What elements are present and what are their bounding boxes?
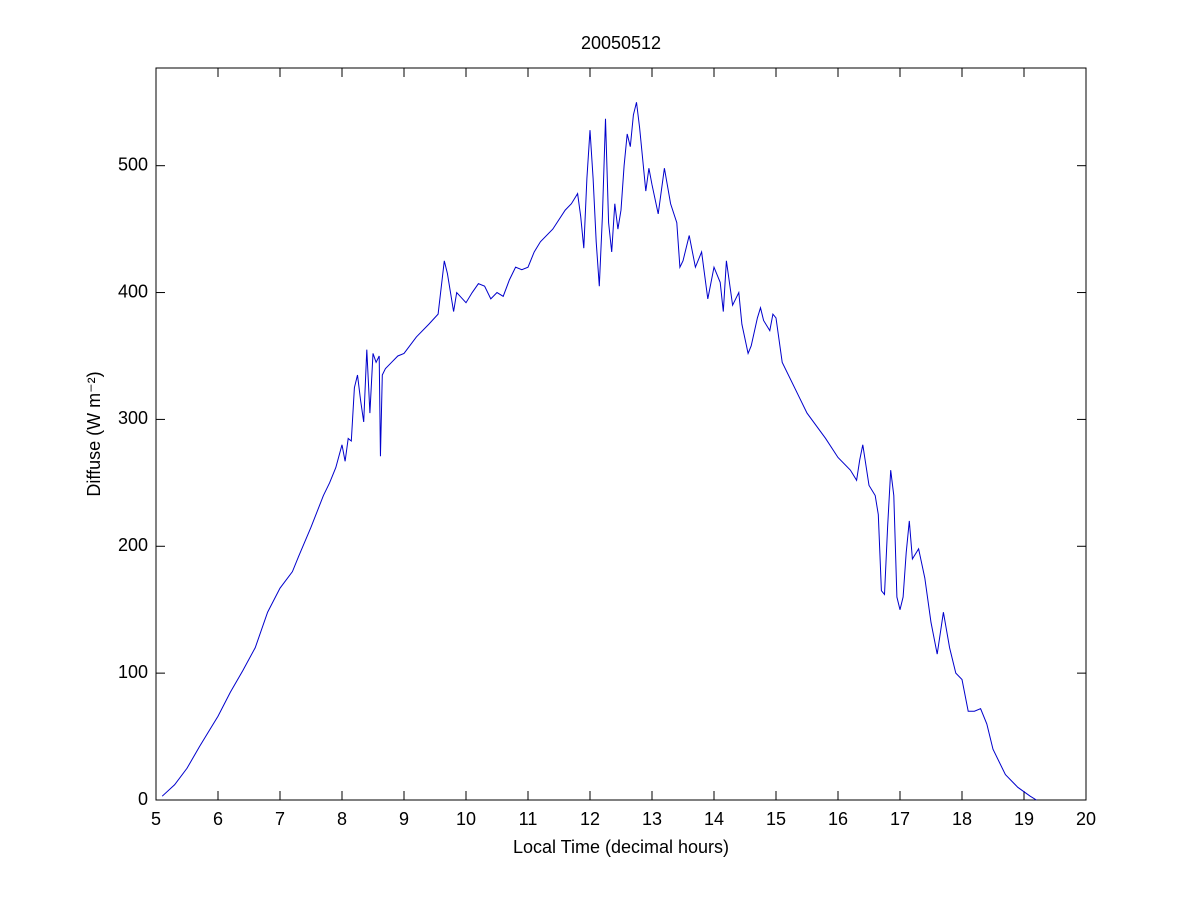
- data-line: [161, 102, 1037, 801]
- y-tick-label: 100: [118, 662, 148, 682]
- y-tick-label: 200: [118, 535, 148, 555]
- y-tick-label: 400: [118, 281, 148, 301]
- x-axis-label: Local Time (decimal hours): [513, 837, 729, 857]
- x-tick-label: 18: [952, 809, 972, 829]
- x-tick-label: 13: [642, 809, 662, 829]
- x-tick-label: 19: [1014, 809, 1034, 829]
- x-tick-label: 7: [275, 809, 285, 829]
- x-tick-label: 17: [890, 809, 910, 829]
- x-tick-label: 10: [456, 809, 476, 829]
- x-tick-label: 9: [399, 809, 409, 829]
- y-axis-label: Diffuse (W m⁻²): [84, 371, 104, 496]
- x-tick-label: 20: [1076, 809, 1096, 829]
- plot-area: [155, 67, 1087, 801]
- y-tick-label: 300: [118, 408, 148, 428]
- x-tick-label: 16: [828, 809, 848, 829]
- x-tick-label: 14: [704, 809, 724, 829]
- x-tick-label: 12: [580, 809, 600, 829]
- x-tick-label: 11: [519, 809, 538, 829]
- y-tick-label: 500: [118, 154, 148, 174]
- x-tick-label: 15: [766, 809, 786, 829]
- x-tick-label: 6: [213, 809, 223, 829]
- x-tick-label: 5: [151, 809, 161, 829]
- y-tick-label: 0: [138, 789, 148, 809]
- x-tick-label: 8: [337, 809, 347, 829]
- chart-title: 20050512: [581, 33, 661, 53]
